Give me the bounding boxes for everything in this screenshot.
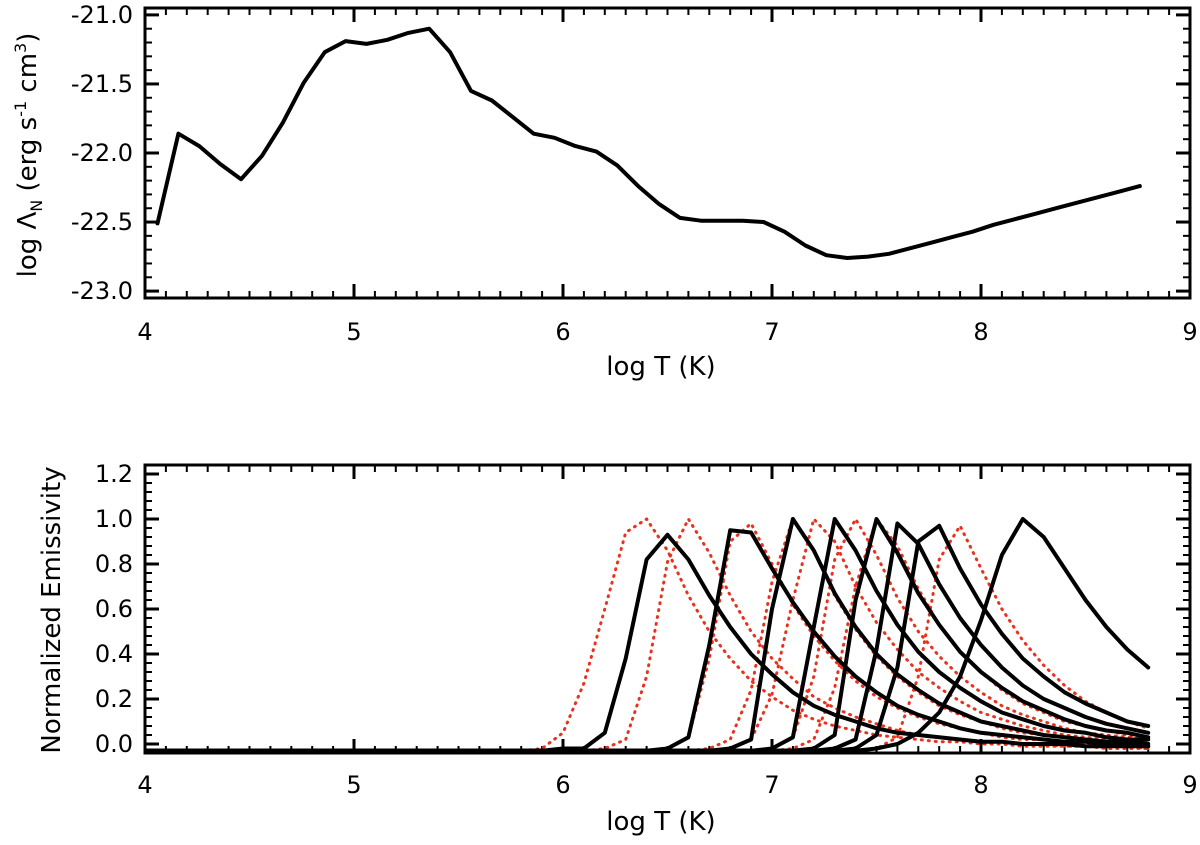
top-series-layer [155, 26, 1142, 260]
bottom-x-tick-label: 7 [764, 771, 779, 799]
bottom-y-tick-label: 0.6 [95, 595, 133, 623]
bottom-series-line-7 [145, 517, 1151, 753]
bottom-x-tick-label: 5 [346, 771, 361, 799]
top-y-tick-label: -22.0 [71, 139, 133, 167]
bottom-series-line-11 [145, 517, 1150, 753]
bottom-series-line-8 [145, 517, 1150, 753]
top-x-tick-label: 8 [973, 318, 988, 346]
top-y-title-unit-b: cm [13, 53, 43, 101]
bottom-y-tick-label: 1.0 [95, 505, 133, 533]
bottom-series-line-4 [145, 517, 1151, 753]
top-x-tick-label: 4 [137, 318, 152, 346]
bottom-series-line-3 [145, 517, 1151, 753]
bottom-x-tick-label: 6 [555, 771, 570, 799]
bottom-y-tick-label: 1.2 [95, 460, 133, 488]
top-y-tick-label: -22.5 [71, 208, 133, 236]
top-y-tick-label: -21.0 [71, 1, 133, 29]
top-y-tick-label: -23.0 [71, 277, 133, 305]
top-y-title-close: ) [13, 33, 43, 43]
bottom-series-line-9 [145, 517, 1150, 753]
bottom-x-tick-label: 8 [973, 771, 988, 799]
top-y-title-main: log Λ [13, 211, 43, 277]
bottom-x-tick-label: 4 [137, 771, 152, 799]
bottom-plot-frame [143, 463, 1192, 755]
top-y-title-sup-a: -1 [11, 101, 30, 117]
top-x-tick-label: 6 [555, 318, 570, 346]
bottom-series-line-13 [145, 517, 1150, 753]
top-y-axis-title: log ΛN (erg s-1 cm3) [11, 33, 46, 278]
top-y-ticks: -21.0 -21.5 -22.0 -22.5 -23.0 [71, 1, 1190, 305]
top-x-tick-label: 7 [764, 318, 779, 346]
bottom-x-ticks: 4 5 6 7 8 9 [137, 465, 1198, 799]
top-x-tick-label: 5 [346, 318, 361, 346]
bottom-x-tick-label: 9 [1182, 771, 1197, 799]
bottom-series-line-14 [145, 517, 1150, 753]
bottom-series-line-12 [145, 517, 1150, 753]
bottom-y-tick-label: 0.0 [95, 730, 133, 758]
emissivity-panel: 0.0 0.2 0.4 0.6 0.8 1.0 1.2 4 5 6 7 8 9 log T (K) N… [37, 460, 1198, 837]
bottom-y-tick-label: 0.8 [95, 550, 133, 578]
bottom-series-layer [145, 517, 1151, 753]
bottom-y-axis-title: Normalized Emissivity [37, 466, 67, 753]
bottom-series-line-2 [145, 517, 1151, 753]
top-x-tick-label: 9 [1182, 318, 1197, 346]
top-x-ticks: 4 5 6 7 8 9 [137, 8, 1198, 346]
top-y-title-sup-b: 3 [11, 43, 30, 53]
top-y-tick-label: -21.5 [71, 70, 133, 98]
bottom-y-tick-label: 0.2 [95, 685, 133, 713]
top-x-axis-title: log T (K) [606, 352, 715, 382]
bottom-y-ticks: 0.0 0.2 0.4 0.6 0.8 1.0 1.2 [95, 460, 1190, 758]
bottom-x-axis-title: log T (K) [606, 807, 715, 837]
top-plot-frame [143, 6, 1192, 300]
top-y-title-sub: N [27, 200, 46, 212]
top-series-line-0 [155, 26, 1142, 260]
cooling-function-panel: -21.0 -21.5 -22.0 -22.5 -23.0 4 5 6 7 8 9 log T (… [11, 1, 1198, 382]
top-y-title-unit-a: (erg s [13, 117, 43, 200]
bottom-y-tick-label: 0.4 [95, 640, 133, 668]
